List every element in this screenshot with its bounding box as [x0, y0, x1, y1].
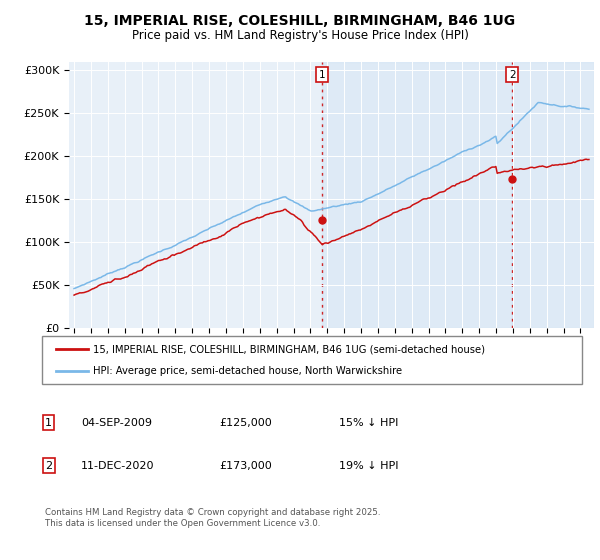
Text: 11-DEC-2020: 11-DEC-2020: [81, 461, 155, 471]
Text: 15, IMPERIAL RISE, COLESHILL, BIRMINGHAM, B46 1UG (semi-detached house): 15, IMPERIAL RISE, COLESHILL, BIRMINGHAM…: [94, 344, 485, 354]
Text: £125,000: £125,000: [219, 418, 272, 428]
Text: £173,000: £173,000: [219, 461, 272, 471]
Bar: [322, 62, 512, 328]
Text: Price paid vs. HM Land Registry's House Price Index (HPI): Price paid vs. HM Land Registry's House …: [131, 29, 469, 42]
Bar: [512, 62, 594, 328]
Text: Contains HM Land Registry data © Crown copyright and database right 2025.
This d: Contains HM Land Registry data © Crown c…: [45, 508, 380, 528]
Text: 19% ↓ HPI: 19% ↓ HPI: [339, 461, 398, 471]
Text: 04-SEP-2009: 04-SEP-2009: [81, 418, 152, 428]
Text: 15, IMPERIAL RISE, COLESHILL, BIRMINGHAM, B46 1UG: 15, IMPERIAL RISE, COLESHILL, BIRMINGHAM…: [85, 14, 515, 28]
Text: 1: 1: [319, 69, 325, 80]
Text: HPI: Average price, semi-detached house, North Warwickshire: HPI: Average price, semi-detached house,…: [94, 366, 403, 376]
FancyBboxPatch shape: [42, 336, 582, 384]
Text: 2: 2: [509, 69, 515, 80]
Text: 15% ↓ HPI: 15% ↓ HPI: [339, 418, 398, 428]
Text: 1: 1: [45, 418, 52, 428]
Text: 2: 2: [45, 461, 52, 471]
